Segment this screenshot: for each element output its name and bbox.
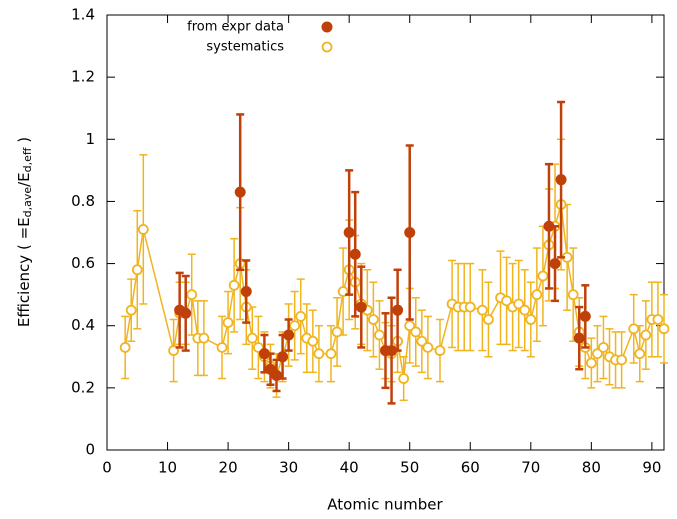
data-point bbox=[555, 174, 567, 186]
data-point bbox=[228, 279, 240, 291]
data-point bbox=[216, 342, 228, 353]
data-point bbox=[519, 304, 531, 316]
data-point bbox=[367, 314, 379, 325]
data-point bbox=[374, 329, 385, 341]
data-point bbox=[525, 314, 537, 325]
data-point bbox=[258, 348, 270, 360]
data-point bbox=[386, 345, 398, 357]
data-point bbox=[476, 304, 488, 316]
data-point bbox=[434, 345, 446, 356]
data-point bbox=[410, 326, 422, 338]
data-point bbox=[307, 335, 319, 347]
x-tick-label: 60 bbox=[461, 459, 480, 477]
y-tick-label: 1.4 bbox=[71, 6, 95, 24]
data-point bbox=[549, 258, 561, 270]
data-point bbox=[640, 329, 652, 341]
data-point bbox=[355, 301, 367, 313]
data-point bbox=[404, 227, 416, 238]
data-point bbox=[585, 357, 597, 369]
data-point bbox=[119, 342, 131, 353]
data-point bbox=[246, 332, 258, 344]
y-tick-label: 1 bbox=[85, 130, 95, 148]
data-point bbox=[531, 289, 543, 301]
data-point bbox=[283, 329, 295, 341]
y-axis-title-subscript: d,eff bbox=[21, 147, 34, 172]
x-tick-label: 30 bbox=[279, 459, 298, 477]
data-point bbox=[658, 323, 670, 335]
x-axis-title: Atomic number bbox=[327, 496, 443, 514]
data-point bbox=[628, 323, 640, 335]
x-tick-label: 0 bbox=[102, 459, 112, 477]
y-tick-label: 0.4 bbox=[71, 316, 95, 334]
data-point bbox=[398, 373, 410, 384]
data-point bbox=[343, 227, 355, 238]
y-tick-label: 1.2 bbox=[71, 68, 95, 86]
y-tick-label: 0.8 bbox=[71, 192, 95, 210]
x-tick-label: 80 bbox=[582, 459, 601, 477]
data-point bbox=[652, 314, 664, 325]
data-point bbox=[325, 348, 337, 360]
y-axis-title-part: /E bbox=[15, 172, 33, 187]
data-point bbox=[579, 310, 591, 322]
x-tick-label: 10 bbox=[158, 459, 177, 477]
data-point bbox=[616, 354, 628, 366]
legend-marker bbox=[321, 41, 333, 53]
data-point bbox=[349, 248, 361, 260]
data-point bbox=[131, 264, 143, 276]
legend-marker bbox=[321, 21, 333, 33]
data-point bbox=[416, 335, 428, 347]
data-point bbox=[598, 342, 609, 353]
data-point bbox=[567, 289, 579, 301]
y-axis-title-part: Efficiency ( =E bbox=[15, 217, 33, 327]
x-tick-label: 40 bbox=[340, 459, 359, 477]
x-tick-label: 90 bbox=[642, 459, 661, 477]
data-point bbox=[537, 270, 549, 282]
data-point bbox=[186, 289, 198, 301]
data-point bbox=[234, 186, 246, 198]
y-tick-label: 0.2 bbox=[71, 378, 95, 396]
data-point bbox=[573, 332, 585, 344]
x-tick-label: 20 bbox=[219, 459, 238, 477]
data-point bbox=[634, 348, 646, 360]
y-tick-label: 0 bbox=[85, 441, 95, 459]
data-point bbox=[198, 332, 210, 344]
data-point bbox=[313, 348, 325, 360]
y-axis-title-part: ) bbox=[15, 137, 33, 148]
data-point bbox=[289, 320, 301, 332]
data-point bbox=[543, 220, 555, 232]
data-point bbox=[483, 314, 494, 325]
data-point bbox=[277, 351, 289, 363]
data-point bbox=[137, 223, 149, 235]
data-point bbox=[240, 286, 252, 298]
data-point bbox=[222, 317, 234, 329]
data-point bbox=[295, 310, 307, 322]
y-axis-title: Efficiency ( =Ed,ave/Ed,eff ) bbox=[15, 137, 35, 327]
y-axis-title-subscript: d,ave bbox=[21, 187, 34, 218]
data-point bbox=[180, 307, 192, 319]
x-tick-label: 50 bbox=[400, 459, 419, 477]
data-point bbox=[271, 369, 283, 381]
data-point bbox=[404, 320, 416, 332]
data-point bbox=[464, 301, 476, 313]
data-point bbox=[392, 304, 404, 316]
plot-frame bbox=[106, 14, 665, 451]
x-tick-label: 70 bbox=[521, 459, 540, 477]
data-point bbox=[422, 342, 434, 353]
y-tick-label: 0.6 bbox=[71, 254, 95, 272]
data-point bbox=[331, 326, 343, 338]
data-point bbox=[513, 298, 525, 310]
legend-label: from expr data bbox=[187, 20, 284, 35]
data-point bbox=[125, 304, 137, 316]
legend-label: systematics bbox=[206, 40, 284, 55]
data-point bbox=[592, 348, 603, 360]
data-point bbox=[501, 295, 512, 307]
